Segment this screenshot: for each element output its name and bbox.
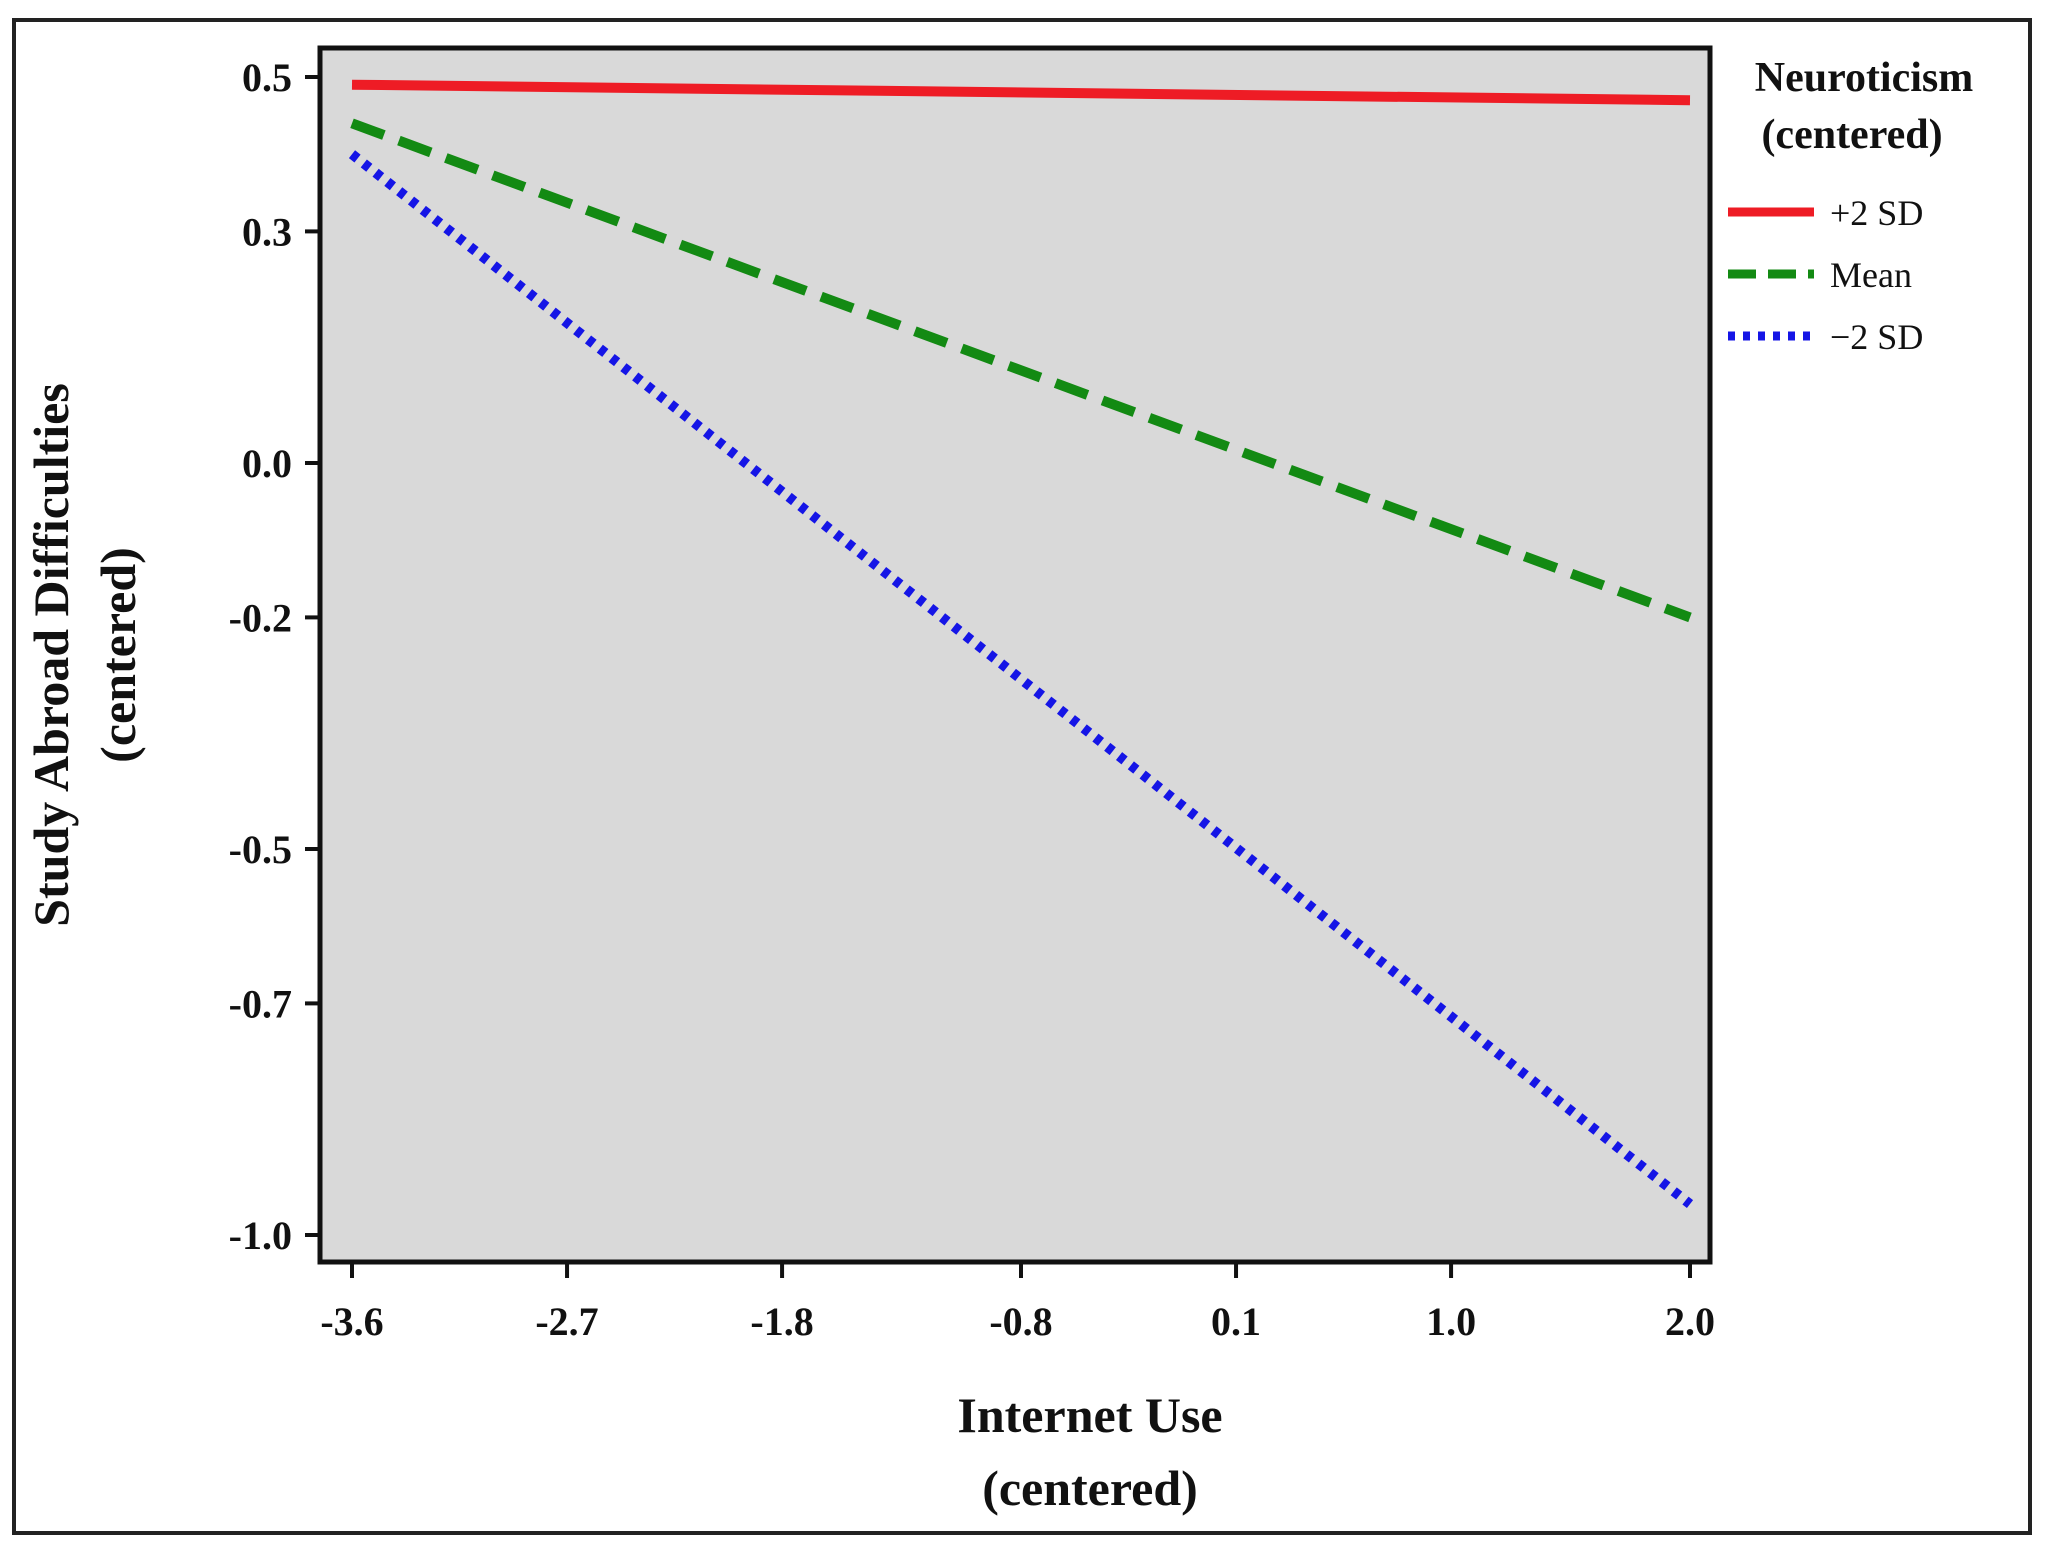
legend-label: +2 SD bbox=[1830, 193, 1923, 233]
legend-label: −2 SD bbox=[1830, 317, 1923, 357]
x-axis-title-line1: Internet Use bbox=[957, 1387, 1222, 1443]
legend-title-line2: (centered) bbox=[1761, 112, 1942, 158]
series-layer bbox=[348, 79, 1694, 1209]
x-tick-label: 2.0 bbox=[1665, 1299, 1715, 1344]
x-tick-label: -0.8 bbox=[989, 1299, 1052, 1344]
legend-items: +2 SD Mean −2 SD bbox=[1728, 193, 1923, 357]
y-tick-label: -0.2 bbox=[229, 595, 292, 640]
y-tick-label: 0.0 bbox=[242, 441, 292, 486]
legend: Neuroticism (centered) +2 SD Mean −2 SD bbox=[1728, 55, 1973, 357]
y-tick-label: -0.5 bbox=[229, 827, 292, 872]
series-line-mean bbox=[350, 118, 1692, 623]
plot-area bbox=[317, 45, 1713, 1265]
y-axis: 0.5 0.3 0.0 -0.2 -0.5 -0.7 -1.0 bbox=[229, 55, 320, 1258]
x-axis: -3.6 -2.7 -1.8 -0.8 0.1 1.0 2.0 bbox=[320, 1262, 1715, 1344]
x-tick-label: -2.7 bbox=[535, 1299, 598, 1344]
y-tick-label: -0.7 bbox=[229, 981, 292, 1026]
legend-title-line1: Neuroticism bbox=[1755, 55, 1974, 101]
y-axis-title-line1: Study Abroad Difficulties bbox=[23, 383, 79, 927]
y-tick-label: -1.0 bbox=[229, 1213, 292, 1258]
x-tick-label: 1.0 bbox=[1426, 1299, 1476, 1344]
y-axis-title-line2: (centered) bbox=[90, 547, 146, 763]
x-axis-title-line2: (centered) bbox=[982, 1460, 1198, 1516]
x-tick-label: 0.1 bbox=[1211, 1299, 1261, 1344]
x-tick-label: -3.6 bbox=[320, 1299, 383, 1344]
legend-label: Mean bbox=[1830, 255, 1912, 295]
series-line-2-sd bbox=[351, 79, 1691, 106]
y-tick-label: 0.5 bbox=[242, 55, 292, 100]
x-tick-label: -1.8 bbox=[750, 1299, 813, 1344]
y-tick-label: 0.3 bbox=[242, 209, 292, 254]
